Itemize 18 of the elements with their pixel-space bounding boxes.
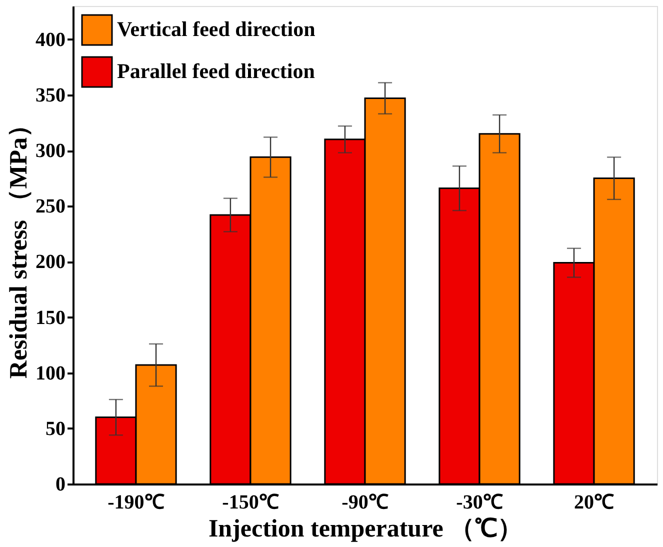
y-tick-label: 350 bbox=[36, 84, 66, 106]
y-axis-title: Residual stress （MPa） bbox=[6, 112, 32, 379]
y-tick-label: 150 bbox=[36, 306, 66, 329]
y-tick-label: 300 bbox=[36, 140, 66, 162]
x-tick-label: -150℃ bbox=[222, 492, 279, 514]
y-tick-label: 400 bbox=[36, 28, 66, 51]
x-tick-label: -90℃ bbox=[342, 492, 388, 514]
x-tick-label: 20℃ bbox=[574, 492, 614, 514]
x-tick-label: -30℃ bbox=[456, 492, 503, 514]
y-tick-label: 250 bbox=[36, 196, 66, 218]
y-tick-label: 50 bbox=[46, 418, 66, 440]
x-tick-label: -190℃ bbox=[108, 492, 164, 514]
legend-label: Parallel feed direction bbox=[117, 59, 316, 83]
x-axis-title: Injection temperature （℃） bbox=[208, 516, 523, 542]
y-tick-label: 100 bbox=[36, 362, 66, 384]
y-tick-label: 0 bbox=[56, 474, 66, 496]
legend-label: Vertical feed direction bbox=[117, 17, 316, 41]
y-tick-label: 200 bbox=[36, 251, 66, 274]
